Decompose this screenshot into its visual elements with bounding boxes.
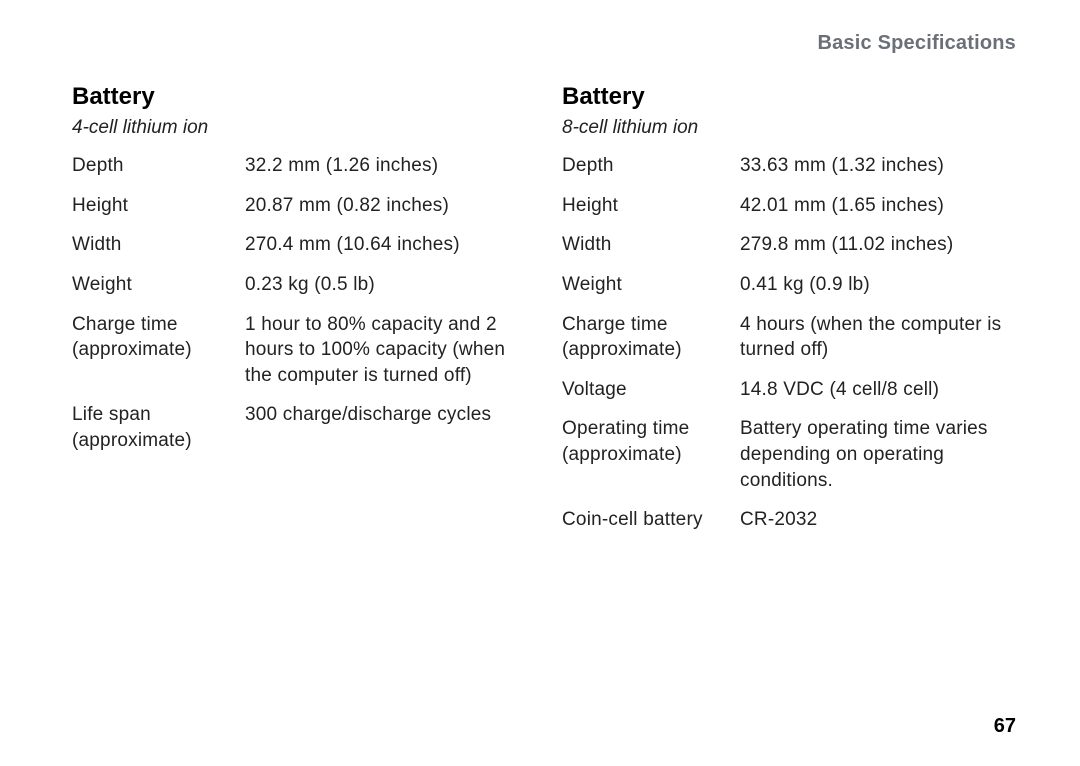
spec-label: Height <box>72 193 245 219</box>
spec-label: Height <box>562 193 740 219</box>
spec-row: Coin-cell battery CR-2032 <box>562 507 1016 533</box>
spec-label: Width <box>562 232 740 258</box>
spec-value: 14.8 VDC (4 cell/8 cell) <box>740 377 1016 403</box>
spec-label: Charge time (approximate) <box>562 312 740 363</box>
spec-label: Weight <box>72 272 245 298</box>
spec-label: Width <box>72 232 245 258</box>
spec-value: Battery operating time varies depending … <box>740 416 1016 493</box>
spec-row: Width 279.8 mm (11.02 inches) <box>562 232 1016 258</box>
spec-row: Depth 32.2 mm (1.26 inches) <box>72 153 526 179</box>
spec-value: 42.01 mm (1.65 inches) <box>740 193 1016 219</box>
spec-label: Voltage <box>562 377 740 403</box>
spec-label: Depth <box>562 153 740 179</box>
spec-value: CR-2032 <box>740 507 1016 533</box>
spec-row: Height 20.87 mm (0.82 inches) <box>72 193 526 219</box>
spec-label: Coin-cell battery <box>562 507 740 533</box>
columns: Battery 4-cell lithium ion Depth 32.2 mm… <box>72 83 1016 547</box>
spec-value: 0.41 kg (0.9 lb) <box>740 272 1016 298</box>
spec-row: Weight 0.41 kg (0.9 lb) <box>562 272 1016 298</box>
spec-row: Operating time (approximate) Battery ope… <box>562 416 1016 493</box>
spec-row: Depth 33.63 mm (1.32 inches) <box>562 153 1016 179</box>
spec-row: Life span (approximate) 300 charge/disch… <box>72 402 526 453</box>
spec-value: 279.8 mm (11.02 inches) <box>740 232 1016 258</box>
spec-value: 1 hour to 80% capacity and 2 hours to 10… <box>245 312 526 389</box>
spec-row: Voltage 14.8 VDC (4 cell/8 cell) <box>562 377 1016 403</box>
page: Basic Specifications Battery 4-cell lith… <box>0 0 1080 766</box>
spec-row: Width 270.4 mm (10.64 inches) <box>72 232 526 258</box>
spec-label: Depth <box>72 153 245 179</box>
spec-value: 300 charge/discharge cycles <box>245 402 526 453</box>
spec-row: Weight 0.23 kg (0.5 lb) <box>72 272 526 298</box>
spec-value: 20.87 mm (0.82 inches) <box>245 193 526 219</box>
spec-label: Life span (approximate) <box>72 402 245 453</box>
battery-subtype-left: 4-cell lithium ion <box>72 117 526 139</box>
battery-title-right: Battery <box>562 83 1016 111</box>
spec-value: 32.2 mm (1.26 inches) <box>245 153 526 179</box>
spec-row: Charge time (approximate) 4 hours (when … <box>562 312 1016 363</box>
spec-value: 0.23 kg (0.5 lb) <box>245 272 526 298</box>
spec-label: Weight <box>562 272 740 298</box>
battery-subtype-right: 8-cell lithium ion <box>562 117 1016 139</box>
battery-4cell-column: Battery 4-cell lithium ion Depth 32.2 mm… <box>72 83 526 547</box>
spec-value: 33.63 mm (1.32 inches) <box>740 153 1016 179</box>
spec-value: 4 hours (when the computer is turned off… <box>740 312 1016 363</box>
spec-label: Charge time (approximate) <box>72 312 245 389</box>
header-section-title: Basic Specifications <box>72 32 1016 55</box>
spec-label: Operating time (approximate) <box>562 416 740 493</box>
page-number: 67 <box>994 715 1016 738</box>
spec-row: Charge time (approximate) 1 hour to 80% … <box>72 312 526 389</box>
battery-8cell-column: Battery 8-cell lithium ion Depth 33.63 m… <box>562 83 1016 547</box>
spec-value: 270.4 mm (10.64 inches) <box>245 232 526 258</box>
battery-title-left: Battery <box>72 83 526 111</box>
spec-row: Height 42.01 mm (1.65 inches) <box>562 193 1016 219</box>
